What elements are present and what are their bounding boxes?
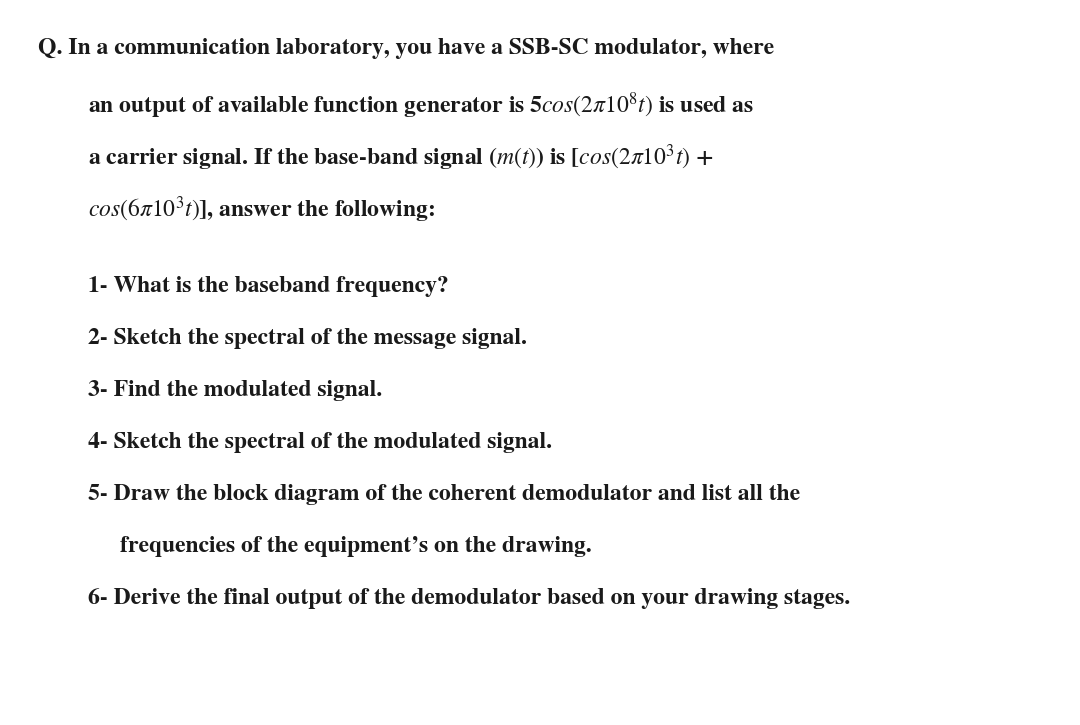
Text: a carrier signal. If the base-band signal ($\mathit{m(t)}$) is [$\mathit{cos}(2\: a carrier signal. If the base-band signa… — [87, 142, 714, 173]
Text: 2- Sketch the spectral of the message signal.: 2- Sketch the spectral of the message si… — [87, 328, 527, 349]
Text: Q. In a communication laboratory, you have a SSB-SC modulator, where: Q. In a communication laboratory, you ha… — [38, 38, 774, 59]
Text: an output of available function generator is $\mathbf{5}\mathit{cos}(2\mathit{\p: an output of available function generato… — [87, 90, 754, 120]
Text: 3- Find the modulated signal.: 3- Find the modulated signal. — [87, 380, 382, 401]
Text: $\mathit{cos}(6\mathit{\pi}10^3\mathit{t})$], answer the following:: $\mathit{cos}(6\mathit{\pi}10^3\mathit{t… — [87, 194, 435, 225]
Text: 5- Draw the block diagram of the coherent demodulator and list all the: 5- Draw the block diagram of the coheren… — [87, 484, 800, 505]
Text: frequencies of the equipment’s on the drawing.: frequencies of the equipment’s on the dr… — [120, 536, 592, 557]
Text: 1- What is the baseband frequency?: 1- What is the baseband frequency? — [87, 276, 448, 297]
Text: 6- Derive the final output of the demodulator based on your drawing stages.: 6- Derive the final output of the demodu… — [87, 588, 850, 609]
Text: 4- Sketch the spectral of the modulated signal.: 4- Sketch the spectral of the modulated … — [87, 432, 552, 453]
